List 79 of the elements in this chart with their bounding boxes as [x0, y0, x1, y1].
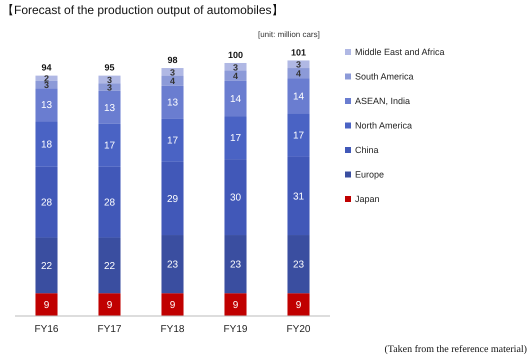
data-label: 14 [230, 94, 242, 105]
data-label: 4 [296, 68, 302, 79]
data-label: 4 [232, 71, 238, 82]
chart-title: 【Forecast of the production output of automobiles】 [2, 3, 284, 17]
bar [161, 118, 184, 162]
data-label: 23 [166, 260, 178, 271]
total-label: 94 [41, 62, 52, 73]
chart-subtitle: [unit: million cars] [258, 30, 320, 39]
bar [98, 90, 121, 124]
bar [287, 114, 310, 157]
data-label: 30 [230, 192, 242, 204]
data-label: 3 [296, 60, 302, 70]
data-label: 28 [104, 198, 116, 209]
bar [224, 159, 247, 236]
bar [287, 235, 310, 294]
bar [98, 166, 121, 238]
bar [35, 293, 58, 316]
data-label: 17 [104, 140, 116, 152]
data-label: 3 [232, 62, 238, 72]
data-label: 13 [104, 102, 116, 114]
bar [98, 293, 121, 316]
bar [35, 121, 58, 167]
total-label: 98 [167, 55, 178, 66]
data-label: 17 [230, 133, 242, 144]
bar [224, 293, 247, 316]
bar [35, 88, 58, 122]
data-label: 3 [106, 74, 112, 85]
x-tick-label: FY20 [286, 324, 311, 335]
x-tick-label: FY17 [98, 324, 122, 335]
x-tick-label: FY19 [224, 324, 248, 335]
bar [35, 166, 58, 238]
data-label: 4 [170, 76, 176, 86]
legend-label: Europe [355, 170, 384, 180]
legend-label: ASEAN, India [355, 96, 410, 106]
data-label: 3 [170, 67, 176, 78]
x-tick-label: FY16 [34, 324, 59, 335]
bar [98, 83, 121, 91]
legend-label: China [355, 145, 379, 155]
bar [224, 116, 247, 160]
data-label: 3 [106, 82, 112, 93]
data-label: 17 [292, 130, 304, 142]
legend-label: Middle East and Africa [355, 47, 445, 57]
legend-label: South America [355, 72, 414, 82]
bar [161, 162, 184, 236]
bar [287, 293, 310, 316]
bar [287, 78, 310, 114]
data-label: 9 [170, 300, 176, 312]
total-label: 95 [104, 62, 115, 73]
x-tick-label: FY18 [160, 324, 185, 335]
data-label: 28 [40, 198, 52, 209]
total-label: 100 [228, 50, 244, 60]
data-label: 14 [292, 91, 304, 102]
text: (Taken from the reference material) [384, 344, 527, 355]
data-label: 22 [40, 260, 52, 272]
bar [161, 235, 184, 294]
bar [35, 238, 58, 294]
data-label: 9 [296, 300, 302, 312]
data-label: 9 [106, 300, 113, 312]
data-label: 31 [292, 191, 304, 202]
data-label: 9 [44, 300, 50, 312]
bar [224, 80, 247, 116]
bar [161, 86, 184, 119]
data-label: 23 [230, 260, 242, 271]
data-label: 13 [166, 98, 178, 109]
bar [161, 293, 184, 316]
data-label: 18 [40, 139, 52, 150]
total-label: 101 [290, 47, 306, 58]
data-label: 22 [104, 260, 116, 272]
data-label: 17 [166, 136, 178, 147]
legend-label: Japan [355, 194, 380, 204]
data-label: 29 [166, 194, 178, 205]
legend-label: North America [355, 120, 412, 130]
bar [287, 156, 310, 236]
bar [98, 124, 121, 167]
data-label: 9 [232, 300, 239, 312]
bar [224, 235, 247, 294]
data-label: 13 [40, 100, 52, 112]
bar [98, 238, 121, 294]
data-label: 23 [292, 260, 304, 271]
